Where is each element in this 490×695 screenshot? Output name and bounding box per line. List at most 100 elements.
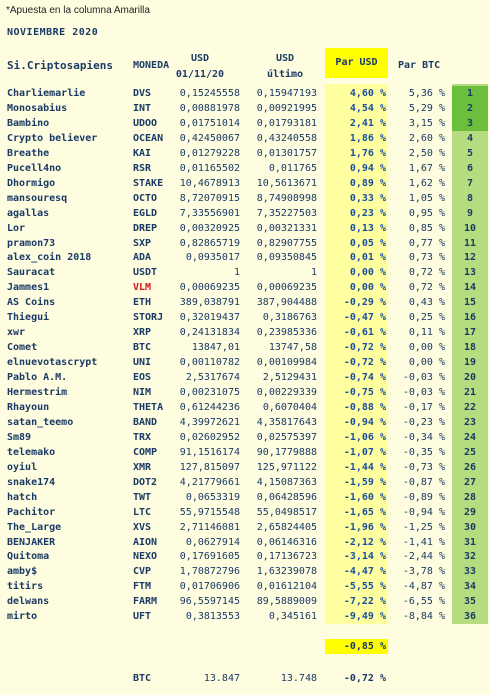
usd-last-value: 0,00321331 — [256, 222, 317, 234]
par-usd-value: 1,86 % — [349, 132, 386, 144]
usd-last-value: 387,904488 — [256, 297, 317, 309]
usd-last-value: 0,09350845 — [256, 252, 317, 264]
btc-summary-par: -0,72 % — [343, 673, 386, 684]
player-name: Pucell4no — [7, 162, 62, 174]
player-name: satan_teemo — [7, 416, 74, 428]
note: *Apuesta en la columna Amarilla — [6, 5, 150, 16]
usd-start-value: 2,5317674 — [185, 372, 240, 384]
rank-number: 18 — [463, 342, 477, 354]
table-row: Bambino UDOO 0,01751014 0,01793181 2,41 % 3,1… — [0, 115, 490, 131]
usd-last-value: 0,00921995 — [256, 102, 317, 114]
rank-number: 30 — [463, 521, 477, 533]
coin-symbol: RSR — [133, 162, 152, 174]
usd-last-value: 0,06146316 — [256, 536, 317, 548]
player-name: delwans — [7, 596, 50, 608]
coin-symbol: TWT — [133, 491, 152, 503]
usd-start-value: 0,0627914 — [185, 536, 240, 548]
player-name: Jammes1 — [7, 282, 50, 294]
coin-symbol: INT — [133, 102, 152, 114]
usd-last-value: 0,43240558 — [256, 132, 317, 144]
par-btc-value: 3,15 % — [408, 117, 445, 129]
table-row: mirto UFT 0,3813553 0,345161 -9,49 % -8,84 % 3… — [0, 609, 490, 624]
table-row: xwr XRP 0,24131834 0,23985336 -0,61 % 0,11 % 1… — [0, 325, 490, 340]
rank-number: 16 — [463, 312, 477, 324]
table-row: Sauracat USDT 1 1 0,00 % 0,72 % 13 — [0, 265, 490, 280]
usd-last-value: 13747,58 — [268, 342, 317, 354]
player-name: amby$ — [7, 566, 38, 578]
rank-number: 32 — [463, 551, 477, 563]
header-usd-start-bottom: 01/11/20 — [175, 69, 225, 80]
usd-start-value: 0,01279228 — [179, 147, 240, 159]
par-btc-value: 0,95 % — [408, 207, 445, 219]
player-name: titirs — [7, 581, 44, 593]
par-usd-value: -0,61 % — [343, 327, 386, 339]
table-row: Crypto believer OCEAN 0,42450067 0,43240558… — [0, 131, 490, 146]
header-usd-start: USD 01/11/20 — [170, 51, 230, 83]
table-row: Monosabius INT 0,00881978 0,00921995 4,54 % 5… — [0, 100, 490, 116]
usd-start-value: 0,00231075 — [179, 387, 240, 398]
par-btc-value: -6,55 % — [402, 596, 445, 608]
usd-start-value: 0,42450067 — [179, 132, 240, 144]
par-btc-value: 0,77 % — [408, 237, 445, 249]
usd-last-value: 0,00069235 — [256, 282, 317, 294]
par-usd-value: 0,00 % — [349, 282, 386, 294]
player-name: Thiegui — [7, 312, 50, 324]
par-usd-value: -1,06 % — [343, 431, 386, 443]
player-name: hatch — [7, 491, 38, 503]
player-name: alex_coin 2018 — [7, 252, 92, 264]
usd-last-value: 0,01612104 — [256, 581, 317, 593]
par-usd-value: 2,41 % — [349, 117, 386, 129]
par-btc-value: -0,23 % — [402, 416, 445, 428]
rank-number: 11 — [463, 237, 477, 249]
player-name: xwr — [7, 327, 26, 339]
usd-start-value: 0,00320925 — [179, 222, 240, 234]
usd-last-value: 0,01301757 — [256, 147, 317, 159]
usd-start-value: 0,0653319 — [185, 491, 240, 503]
par-usd-value: -1,96 % — [343, 521, 386, 533]
par-usd-value: 0,01 % — [349, 252, 386, 264]
par-usd-value: 0,33 % — [349, 192, 386, 204]
coin-symbol: UFT — [133, 611, 152, 623]
player-name: oyiul — [7, 461, 38, 473]
par-btc-value: 5,36 % — [408, 88, 445, 99]
rank-number: 20 — [463, 372, 477, 384]
coin-symbol: ETH — [133, 297, 152, 309]
par-usd-value: -0,29 % — [343, 297, 386, 309]
rank-number: 23 — [463, 416, 477, 428]
usd-start-value: 1 — [233, 267, 240, 279]
player-name: snake174 — [7, 476, 56, 488]
rank-number: 24 — [463, 431, 477, 443]
usd-start-value: 0,3813553 — [185, 611, 240, 623]
table-row: Thiegui STORJ 0,32019437 0,3186763 -0,47 % 0,… — [0, 310, 490, 325]
header-usd-last-bottom: último — [266, 69, 304, 80]
rank-number: 3 — [452, 115, 488, 131]
usd-start-value: 1,70872796 — [179, 566, 240, 578]
par-usd-value: 0,23 % — [349, 207, 386, 219]
coin-symbol: KAI — [133, 147, 152, 159]
coin-symbol: XMR — [133, 461, 152, 473]
player-name: Pablo A.M. — [7, 372, 68, 384]
par-usd-value: -1,65 % — [343, 506, 386, 518]
usd-start-value: 0,82865719 — [179, 237, 240, 249]
usd-start-value: 0,0935017 — [185, 252, 240, 264]
par-usd-value: -1,44 % — [343, 461, 386, 473]
usd-last-value: 55,0498517 — [256, 506, 317, 518]
table-row: Pablo A.M. EOS 2,5317674 2,5129431 -0,74 % -0… — [0, 370, 490, 385]
rank-number: 21 — [463, 387, 477, 398]
header-name: Si.Criptosapiens — [7, 59, 113, 72]
par-usd-value: -9,49 % — [343, 611, 386, 623]
player-name: AS Coins — [7, 297, 56, 309]
header-moneda: MONEDA — [133, 60, 170, 71]
usd-start-value: 55,9715548 — [179, 506, 240, 518]
par-btc-value: -2,44 % — [402, 551, 445, 563]
usd-start-value: 4,21779661 — [179, 476, 240, 488]
usd-start-value: 0,00069235 — [179, 282, 240, 294]
player-name: mirto — [7, 611, 38, 623]
rank-number: 8 — [466, 192, 474, 204]
average-value: -0,85 % — [343, 641, 386, 652]
usd-last-value: 2,5129431 — [262, 372, 317, 384]
par-btc-value: 0,25 % — [408, 312, 445, 324]
par-btc-value: -4,87 % — [402, 581, 445, 593]
rank-number: 31 — [463, 536, 477, 548]
usd-last-value: 90,1779888 — [256, 446, 317, 458]
